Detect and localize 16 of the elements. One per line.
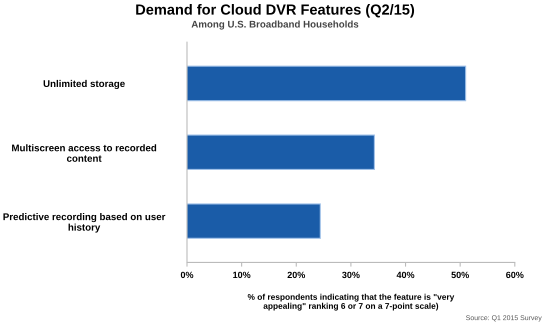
bar bbox=[187, 66, 466, 102]
x-tick-label: 10% bbox=[233, 272, 250, 278]
x-tick-label: 30% bbox=[342, 272, 360, 278]
y-tick-label: Multiscreen access to recorded content bbox=[12, 144, 156, 162]
y-tick-label: Unlimited storage bbox=[44, 80, 125, 90]
chart-subtitle: Among U.S. Broadband Households bbox=[192, 20, 358, 30]
x-tick-label: 0% bbox=[180, 272, 194, 278]
chart-title: Demand for Cloud DVR Features (Q2/15) bbox=[136, 4, 414, 18]
x-tick-label: 50% bbox=[451, 272, 469, 278]
bar bbox=[187, 134, 375, 170]
x-axis-title: % of respondents indicating that the feature is "very appealing" ranking 6 or 7 on a 7-point scale) bbox=[248, 294, 454, 311]
x-tick-label: 60% bbox=[506, 272, 524, 278]
x-tick-label: 40% bbox=[396, 272, 414, 278]
x-tick-label: 20% bbox=[288, 272, 306, 278]
bar bbox=[187, 203, 321, 239]
y-tick-label: Predictive recording based on user history bbox=[3, 213, 166, 233]
